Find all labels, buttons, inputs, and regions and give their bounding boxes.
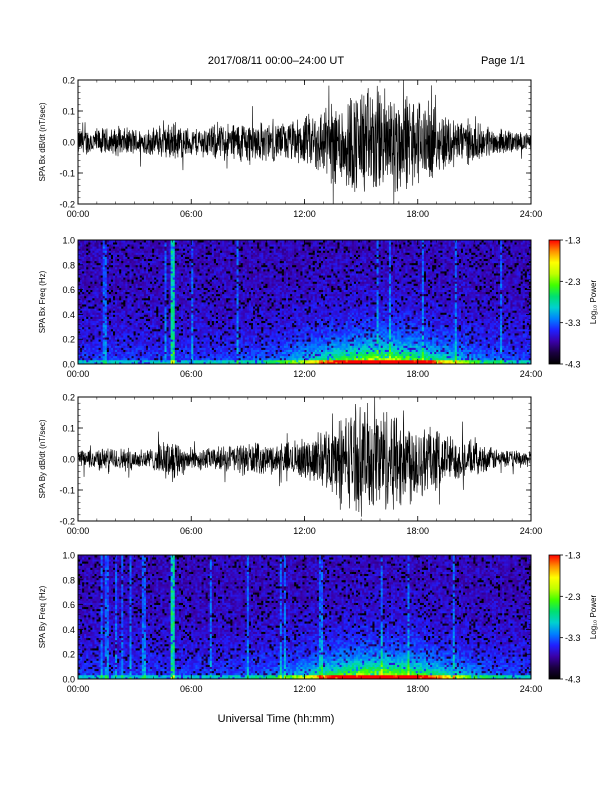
x-tick-label: 12:00 (293, 684, 316, 694)
x-tick-label: 24:00 (520, 369, 543, 379)
y-tick-label: 0.6 (62, 285, 75, 295)
colorbar (549, 240, 560, 364)
y-tick-label: 0.0 (62, 360, 75, 370)
y-tick-label: 0.1 (62, 424, 75, 434)
x-tick-label: 24:00 (520, 526, 543, 536)
y-tick-label: 0.2 (62, 650, 75, 660)
y-axis-label: SPA Bx Freq (Hz) (38, 270, 47, 333)
x-tick-label: 24:00 (520, 684, 543, 694)
x-tick-label: 18:00 (406, 209, 429, 219)
y-tick-label: -0.1 (59, 486, 75, 496)
y-tick-label: 1.0 (62, 551, 75, 561)
y-tick-label: -0.2 (59, 517, 75, 527)
panel-1: 0.2 0.1 0.0 -0.1 -0.200:00 06:00 12:00 18:00 24:… (38, 76, 542, 220)
page-number: Page 1/1 (481, 55, 525, 67)
x-tick-label: 18:00 (406, 526, 429, 536)
y-tick-label: 0.8 (62, 575, 75, 585)
x-tick-label: 00:00 (67, 684, 90, 694)
x-axis-label: Universal Time (hh:mm) (218, 713, 335, 725)
spectrogram-cells (78, 240, 531, 364)
y-tick-label: 0.2 (62, 335, 75, 345)
y-tick-label: 0.4 (62, 625, 75, 635)
x-tick-label: 06:00 (180, 369, 203, 379)
y-tick-label: 0.2 (62, 76, 75, 86)
colorbar (549, 555, 560, 679)
x-tick-label: 12:00 (293, 526, 316, 536)
y-axis-label: SPA By Freq (Hz) (38, 585, 47, 648)
colorbar-tick-label: -3.3 (565, 633, 581, 643)
x-tick-label: 06:00 (180, 526, 203, 536)
waveform-series (78, 80, 531, 204)
x-tick-label: 06:00 (180, 684, 203, 694)
colorbar-tick-label: -2.3 (565, 277, 581, 287)
colorbar-tick-label: -2.3 (565, 592, 581, 602)
colorbar-label: Log₁₀ Power (589, 595, 598, 640)
colorbar-tick-label: -1.3 (565, 236, 581, 246)
panel-3: 0.2 0.1 0.0 -0.1 -0.200:00 06:00 12:00 18:00 24:… (38, 393, 542, 537)
panel-2: -1.3 -2.3 -3.3 -4.3 Log₁₀ Power 1.0 0.8 0.6 0.4 0… (38, 236, 598, 380)
x-tick-label: 06:00 (180, 209, 203, 219)
y-tick-label: 0.2 (62, 393, 75, 403)
x-tick-label: 18:00 (406, 369, 429, 379)
x-tick-label: 00:00 (67, 369, 90, 379)
x-tick-label: 00:00 (67, 526, 90, 536)
colorbar-tick-label: -4.3 (565, 360, 581, 370)
colorbar-tick-label: -1.3 (565, 551, 581, 561)
y-axis-label: SPA Bx dB/dt (nT/sec) (38, 102, 47, 181)
spectrogram-cells (78, 555, 531, 679)
colorbar-label: Log₁₀ Power (589, 280, 598, 325)
y-tick-label: 0.1 (62, 107, 75, 117)
y-tick-label: 0.6 (62, 600, 75, 610)
y-tick-label: 0.0 (62, 455, 75, 465)
x-tick-label: 00:00 (67, 209, 90, 219)
x-tick-label: 18:00 (406, 684, 429, 694)
panel-4: -1.3 -2.3 -3.3 -4.3 Log₁₀ Power 1.0 0.8 0.6 0.4 0… (38, 551, 598, 695)
colorbar-tick-label: -3.3 (565, 318, 581, 328)
y-tick-label: 0.0 (62, 675, 75, 685)
x-tick-label: 12:00 (293, 209, 316, 219)
y-tick-label: 0.4 (62, 310, 75, 320)
y-tick-label: 0.0 (62, 138, 75, 148)
page-title: 2017/08/11 00:00–24:00 UT (208, 55, 344, 67)
y-tick-label: -0.1 (59, 169, 75, 179)
colorbar-tick-label: -4.3 (565, 675, 581, 685)
x-tick-label: 24:00 (520, 209, 543, 219)
y-tick-label: 1.0 (62, 236, 75, 246)
y-tick-label: -0.2 (59, 200, 75, 210)
x-tick-label: 12:00 (293, 369, 316, 379)
y-axis-label: SPA By dB/dt (nT/sec) (38, 419, 47, 498)
y-tick-label: 0.8 (62, 260, 75, 270)
waveform-series (78, 397, 531, 517)
